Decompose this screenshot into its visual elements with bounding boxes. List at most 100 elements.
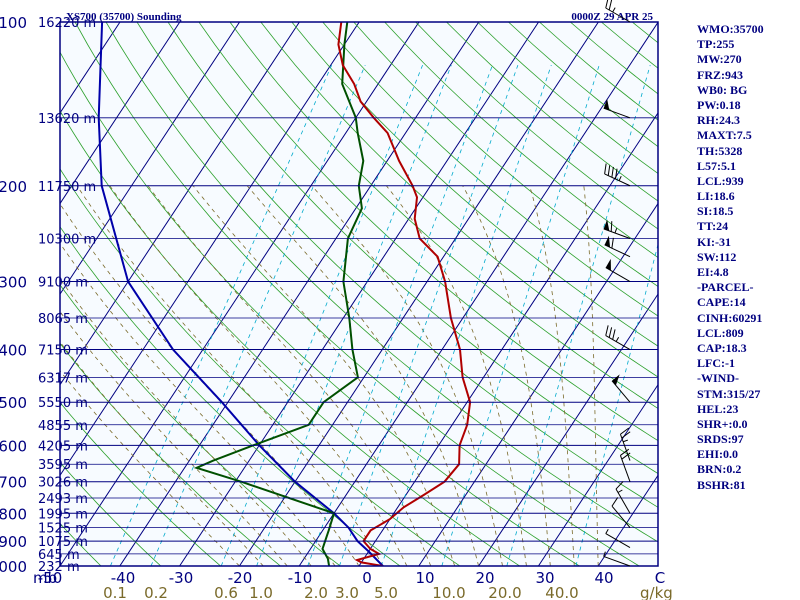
wind-barb-full	[620, 448, 630, 456]
wind-barb	[603, 219, 631, 239]
moist-adiabat-line	[76, 185, 384, 566]
temperature-tick-label: 40	[594, 569, 613, 587]
wind-barb-full	[607, 165, 611, 176]
height-label: 11750 m	[38, 180, 96, 195]
height-label: 8065 m	[38, 312, 88, 327]
height-label: 4855 m	[38, 419, 88, 434]
temperature-tick-label: -40	[111, 569, 136, 587]
chart-time: 0000Z 29 APR 25	[571, 11, 653, 23]
wind-barb-flag	[605, 258, 611, 271]
wind-barb-flag	[604, 235, 611, 248]
wind-barb	[615, 481, 631, 514]
mixing-ratio-label: 2.0	[304, 584, 328, 600]
wind-barb-staff	[619, 434, 631, 461]
mixing-ratio-label: 0.1	[103, 584, 127, 600]
wind-barb-half	[618, 175, 622, 181]
isotherm-line	[238, 22, 599, 566]
isotherm-line	[657, 565, 658, 566]
wind-barb-staff	[603, 555, 631, 567]
moist-adiabat-line	[60, 242, 336, 566]
wind-barb-full	[615, 481, 624, 490]
plot-frame	[59, 21, 659, 567]
index-line: EHI:0.0	[697, 447, 739, 462]
index-line: STM:315/27	[697, 386, 761, 401]
wind-barb-full	[615, 168, 618, 180]
wind-barb-full	[605, 325, 609, 336]
wind-barb-flag	[612, 374, 620, 386]
pressure-unit-label: mb	[33, 569, 57, 587]
skew-t-chart: XS700 (35700) Sounding 0000Z 29 APR 25100…	[0, 0, 673, 600]
index-line: BSHR:81	[697, 477, 746, 492]
wind-barb-staff	[604, 244, 631, 258]
height-label: 13620 m	[38, 112, 96, 127]
mixing-ratio-line	[575, 242, 658, 566]
wind-barb-full	[611, 166, 614, 178]
wind-barb-staff	[605, 335, 631, 350]
height-label: 645 m	[38, 548, 80, 563]
height-label: 1525 m	[38, 522, 88, 537]
index-line: LCL:939	[697, 173, 744, 188]
index-line: L57:5.1	[697, 158, 736, 173]
pressure-tick-label: 300	[0, 274, 27, 292]
wind-barb-full	[608, 0, 613, 11]
index-line: LFC:-1	[697, 356, 735, 371]
wind-barb-full	[605, 0, 609, 9]
pressure-tick-label: 800	[0, 505, 27, 523]
index-line: TP:255	[697, 37, 735, 52]
wind-barb-half	[605, 529, 609, 534]
index-line: RH:24.3	[697, 113, 740, 128]
index-line: LI:18.6	[697, 189, 735, 204]
isotherm-line	[60, 22, 420, 566]
wind-barb-flag	[603, 219, 610, 231]
wind-barb-staff	[619, 455, 631, 482]
isotherm-line	[537, 383, 658, 566]
wind-barb-half	[622, 439, 629, 443]
temperature-tick-label: 30	[535, 569, 554, 587]
mixing-ratio-line	[307, 64, 493, 566]
wind-barb-half	[615, 336, 620, 342]
temperature-tick-label: 10	[415, 569, 434, 587]
pressure-tick-label: 200	[0, 178, 27, 196]
wind-barb-staff	[615, 488, 631, 514]
index-line: TH:5328	[697, 143, 743, 158]
pressure-tick-label: 1000	[0, 558, 27, 576]
wind-barb-full	[610, 221, 613, 232]
mixing-ratio-line	[339, 64, 519, 566]
mixing-ratio-line	[256, 64, 452, 566]
wind-barb-full	[611, 497, 619, 507]
temperature-tick-label: 0	[362, 569, 372, 587]
mixing-ratio-line	[150, 64, 366, 566]
dewpoint-trace	[193, 22, 365, 566]
wind-barb-half	[614, 228, 618, 234]
pressure-tick-label: 700	[0, 474, 27, 492]
index-line: CAPE:14	[697, 295, 746, 310]
index-line: MW:270	[697, 52, 742, 67]
wind-barb-full	[612, 329, 616, 340]
mixing-ratio-label: 0.6	[214, 584, 238, 600]
pressure-tick-label: 600	[0, 437, 27, 455]
wind-barb	[611, 497, 631, 528]
mixing-ratio-line	[220, 64, 423, 566]
wind-barb-full	[608, 327, 613, 338]
index-line: PW:0.18	[697, 97, 741, 112]
wind-barb-full	[604, 163, 607, 174]
isotherm-line	[298, 22, 658, 566]
height-label: 4205 m	[38, 439, 88, 454]
index-line: EI:4.8	[697, 265, 729, 279]
height-label: 9100 m	[38, 276, 88, 291]
height-label: 3026 m	[38, 476, 88, 491]
moist-adiabat-line	[109, 185, 408, 566]
temperature-tick-label: -50	[38, 569, 63, 587]
wind-barb-staff	[604, 173, 631, 187]
isotherm-line	[179, 22, 540, 566]
wind-barb	[619, 448, 631, 482]
index-line: MAXT:7.5	[697, 128, 752, 143]
index-line: LCL:809	[697, 325, 744, 340]
index-line: HEL:23	[697, 401, 739, 416]
temperature-tick-label: 20	[475, 569, 494, 587]
index-line: SHR+:0.0	[697, 416, 748, 431]
wind-barb	[605, 529, 631, 549]
mixing-ratio-label: 40.0	[545, 584, 578, 600]
temperature-tick-label: C	[655, 569, 665, 587]
